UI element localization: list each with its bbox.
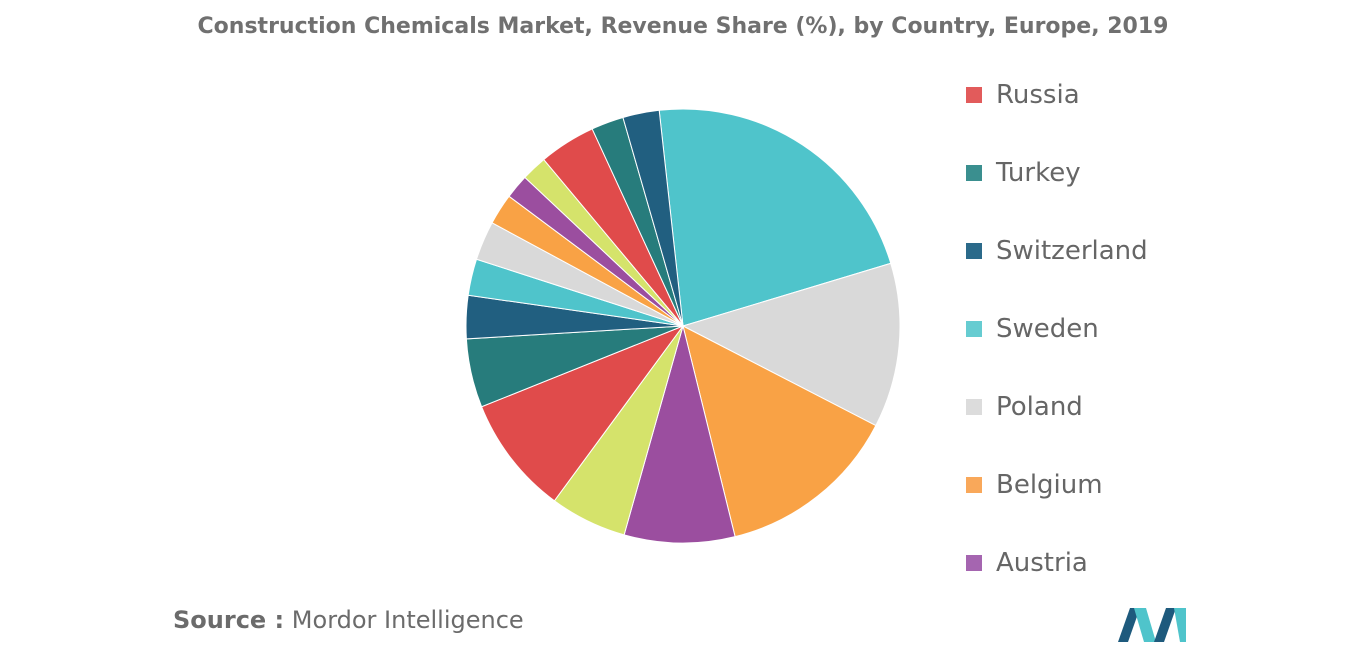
legend-swatch [966, 555, 982, 571]
pie-slice-15 [622, 109, 684, 327]
legend-label: Sweden [996, 314, 1099, 344]
pie-slice-austria [623, 324, 736, 544]
legend-label: Russia [996, 80, 1080, 110]
legend-swatch [966, 165, 982, 181]
pie-slice-russia [480, 324, 685, 502]
legend-item-belgium: Belgium [966, 468, 1148, 546]
legend-item-sweden: Sweden [966, 312, 1148, 390]
pie-slice-belgium [682, 325, 877, 538]
legend-item-poland: Poland [966, 390, 1148, 468]
source-text: Mordor Intelligence [291, 606, 524, 634]
legend-swatch [966, 399, 982, 415]
source-label: Source : [173, 606, 285, 634]
source-note: Source : Mordor Intelligence [173, 606, 524, 634]
pie-slice-poland [681, 262, 901, 427]
legend-label: Belgium [996, 470, 1103, 500]
legend-swatch [966, 87, 982, 103]
mordor-intelligence-logo-icon [1118, 608, 1186, 642]
legend-label: Poland [996, 392, 1083, 422]
legend-item-turkey: Turkey [966, 156, 1148, 234]
legend-label: Switzerland [996, 236, 1148, 266]
legend-label: Turkey [996, 158, 1081, 188]
legend-item-austria: Austria [966, 546, 1148, 624]
legend-item-switzerland: Switzerland [966, 234, 1148, 312]
legend: Russia Turkey Switzerland Sweden Poland Belgi… [966, 78, 1148, 624]
legend-label: Austria [996, 548, 1088, 578]
pie-slice-sweden [658, 108, 892, 327]
legend-swatch [966, 321, 982, 337]
chart-title: Construction Chemicals Market, Revenue S… [197, 14, 1169, 39]
legend-swatch [966, 477, 982, 493]
legend-swatch [966, 243, 982, 259]
legend-item-russia: Russia [966, 78, 1148, 156]
